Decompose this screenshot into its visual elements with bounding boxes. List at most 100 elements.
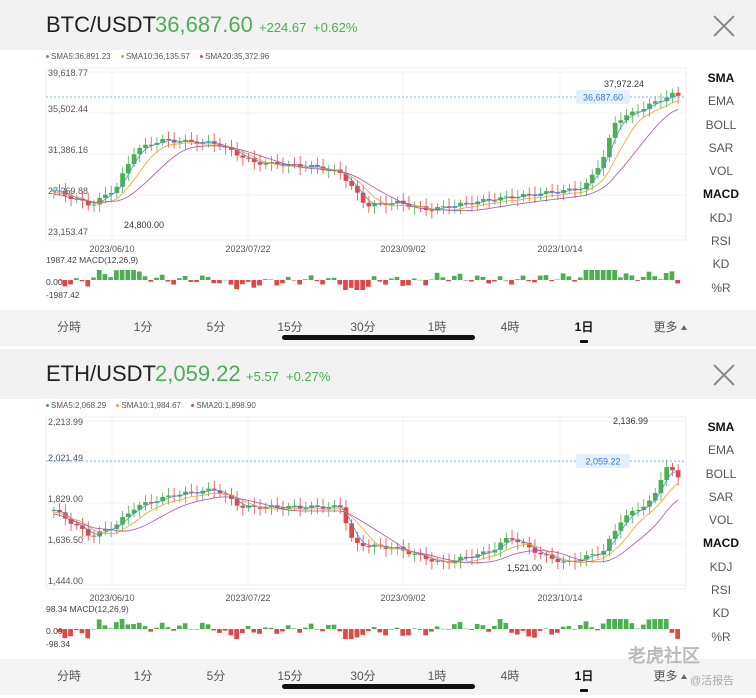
macd-bar [154,627,159,629]
timeframe-tab-7[interactable]: 1日 [570,318,598,343]
indicator-boll[interactable]: BOLL [705,117,737,132]
timeframe-tab-3[interactable]: 15分 [277,669,303,683]
macd-bar [572,629,577,630]
macd-bar [658,619,663,629]
indicator-pct-r[interactable]: %R [711,280,731,295]
timeframe-tab-1[interactable]: 1分 [133,669,153,683]
macd-bar [211,280,217,284]
timeframe-tab-2[interactable]: 5分 [206,320,226,334]
candle-body [108,192,114,195]
indicator-kdj[interactable]: KDJ [709,210,733,225]
indicator-boll[interactable]: BOLL [705,466,737,481]
timeframe-tab-4[interactable]: 30分 [350,669,376,683]
legend-sma20: SMA20:35,372.96 [200,52,269,61]
indicator-rsi[interactable]: RSI [710,234,731,249]
close-icon[interactable] [712,14,736,38]
indicator-rsi[interactable]: RSI [710,583,731,598]
macd-bar [371,276,377,280]
macd-bar [68,629,73,637]
candle-body [555,192,561,194]
price-change: +224.67 [259,20,307,35]
candle-body [200,142,206,144]
macd-bar [566,276,572,280]
macd-bar [434,272,440,280]
timeframe-tab-2[interactable]: 5分 [206,669,226,683]
candle-body [624,515,629,523]
sma-line-10 [53,482,679,564]
indicator-macd[interactable]: MACD [703,536,739,551]
timeframe-tab-5[interactable]: 1時 [427,320,447,334]
timeframe-tab-6[interactable]: 4時 [500,669,520,683]
candle-body [383,545,389,549]
candle-body [503,196,509,198]
macd-bar [612,619,617,629]
indicator-macd[interactable]: MACD [703,187,739,202]
candle-body [171,139,177,143]
btc-candlestick-chart[interactable]: 39,618.77 35,502.44 31,386.16 27,269.88 23,1… [0,60,690,305]
macd-bar [228,629,234,636]
candle-body [372,203,377,207]
macd-bar [537,629,543,631]
candle-body [486,198,492,201]
macd-bar [154,277,159,280]
indicator-pct-r[interactable]: %R [711,629,731,644]
timeframe-tab-5[interactable]: 1時 [427,669,447,683]
candle-body [429,559,435,562]
macd-bar [446,280,451,282]
indicator-kdj[interactable]: KDJ [709,559,733,574]
timeframe-tab-8[interactable]: 更多 [650,667,690,684]
macd-bar [62,280,68,287]
scroll-indicator[interactable] [282,335,475,340]
scroll-indicator[interactable] [282,684,475,689]
macd-bar [514,279,520,280]
timeframe-tab-4[interactable]: 30分 [350,320,376,334]
candle-body [635,111,641,113]
sma-legend: SMA5:2,068.29 SMA10:1,984.67 SMA20:1,898… [46,401,264,410]
candle-body [68,195,74,199]
macd-bar [566,626,572,629]
candle-body [246,157,251,159]
macd-bar [222,279,228,281]
candle-body [463,556,469,558]
macd-bar [411,628,417,629]
indicator-sma[interactable]: SMA [707,420,735,434]
indicator-ema[interactable]: EMA [707,443,734,458]
macd-bar [451,275,457,280]
candle-body [435,560,440,562]
indicator-sar[interactable]: SAR [708,489,734,504]
candle-body [549,191,555,193]
macd-bar [543,628,549,630]
macd-bar [520,629,526,631]
indicator-vol[interactable]: VOL [708,513,733,528]
timeframe-tab-0[interactable]: 分時 [56,669,81,683]
indicator-ema[interactable]: EMA [707,94,734,109]
candle-body [137,504,143,510]
macd-bar [388,629,394,630]
macd-bar [125,270,131,280]
indicator-kd[interactable]: KD [712,257,730,272]
macd-bar [280,280,285,284]
indicator-sma[interactable]: SMA [707,71,735,85]
macd-bar [79,629,85,634]
indicator-kd[interactable]: KD [712,606,730,621]
candle-body [589,174,595,183]
timeframe-tab-1[interactable]: 1分 [133,320,153,334]
indicator-sar[interactable]: SAR [708,140,734,155]
timeframe-tab-3[interactable]: 15分 [277,320,303,334]
timeframe-tab-7[interactable]: 1日 [570,667,598,692]
macd-bar [555,629,560,633]
macd-bar [377,629,383,633]
timeframe-tab-8[interactable]: 更多 [650,318,690,335]
close-icon[interactable] [712,363,736,387]
indicator-vol[interactable]: VOL [708,164,733,179]
last-price: 36,687.60 [155,12,253,37]
timeframe-tab-6[interactable]: 4時 [500,320,520,334]
candle-body [234,149,240,156]
candle-body [360,192,366,203]
candle-body [349,180,355,186]
eth-candlestick-chart[interactable]: 2,213.99 2,021.49 1,829.00 1,636.50 1,444.00… [0,409,690,654]
timeframe-tab-0[interactable]: 分時 [56,320,81,334]
candle-body [206,488,211,491]
candle-body [103,529,108,532]
candle-body [521,542,526,544]
